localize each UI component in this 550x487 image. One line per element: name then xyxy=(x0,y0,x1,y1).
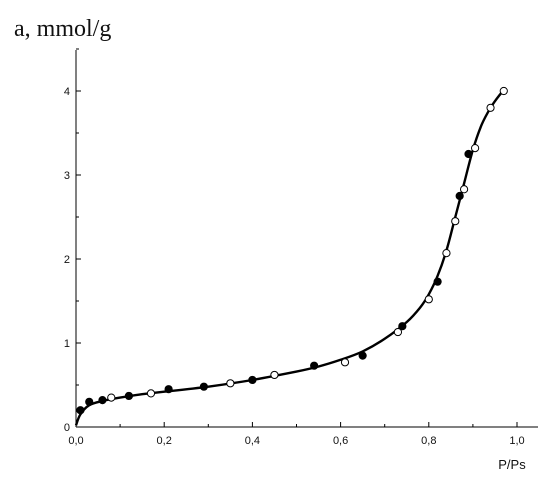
open-data-point xyxy=(499,86,508,96)
y-ticks: 0 1 2 3 4 xyxy=(64,48,81,434)
x-tick-label: 0,2 xyxy=(157,435,172,447)
filled-data-point xyxy=(464,149,473,159)
x-axis-label: P/Ps xyxy=(498,457,526,472)
y-tick-label: 2 xyxy=(64,254,70,266)
y-tick-label: 1 xyxy=(64,338,70,350)
open-data-point xyxy=(459,185,469,194)
axes xyxy=(75,50,538,428)
filled-data-point xyxy=(164,385,173,394)
filled-data-point xyxy=(455,191,464,201)
filled-data-point xyxy=(433,277,442,286)
filled-data-point xyxy=(199,382,208,391)
x-tick-label: 0,0 xyxy=(68,435,83,447)
x-tick-label: 1,0 xyxy=(509,435,524,447)
open-data-point xyxy=(442,249,451,258)
open-data-point xyxy=(451,217,460,226)
y-tick-label: 0 xyxy=(64,422,70,434)
fit-curve xyxy=(74,90,505,426)
filled-data-point xyxy=(76,406,85,415)
data-points xyxy=(76,86,508,415)
filled-data-point xyxy=(98,396,107,405)
open-data-point xyxy=(146,389,156,398)
open-data-point xyxy=(471,144,480,153)
x-ticks: 0,0 0,2 0,4 0,6 0,8 1,0 xyxy=(68,422,525,447)
y-tick-label: 3 xyxy=(64,170,70,182)
open-data-point xyxy=(424,295,433,304)
x-tick-label: 0,6 xyxy=(333,435,348,447)
filled-data-point xyxy=(248,375,257,385)
open-data-point xyxy=(393,327,403,337)
filled-data-point xyxy=(124,391,134,401)
open-data-point xyxy=(340,358,350,367)
open-data-point xyxy=(270,370,279,380)
filled-data-point xyxy=(358,351,367,360)
open-data-point xyxy=(226,379,235,388)
x-tick-label: 0,8 xyxy=(421,435,436,447)
y-axis-label: a, mmol/g xyxy=(14,16,111,42)
filled-data-point xyxy=(398,322,407,331)
filled-data-point xyxy=(85,397,94,406)
open-data-point xyxy=(486,103,495,112)
filled-data-point xyxy=(310,361,319,370)
y-tick-label: 4 xyxy=(64,86,70,98)
x-tick-label: 0,4 xyxy=(245,435,260,447)
open-data-point xyxy=(107,393,116,402)
